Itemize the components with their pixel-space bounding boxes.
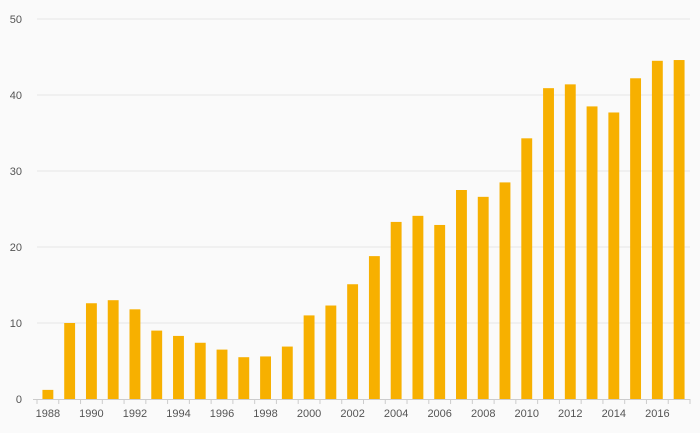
- bar-1997: [238, 357, 250, 399]
- bar-2012: [564, 84, 576, 400]
- y-tick-label: 30: [10, 166, 22, 178]
- x-tick-label: 2016: [645, 408, 669, 420]
- x-tick-label: 1990: [79, 408, 103, 420]
- x-axis-labels: 1988 1990 1992 1994 1996 1998 2000 2002 2004 2006…: [36, 408, 670, 420]
- bar-2000: [303, 315, 315, 399]
- y-tick-label: 20: [10, 242, 22, 254]
- x-tick-label: 2002: [340, 408, 364, 420]
- bar-2007: [456, 190, 467, 399]
- x-tick-label: 1994: [166, 408, 190, 420]
- bar-2001: [325, 305, 337, 399]
- y-tick-label: 0: [16, 394, 22, 406]
- bar-1989: [64, 323, 76, 399]
- y-tick-label: 40: [10, 90, 22, 102]
- bar-2002: [347, 284, 359, 399]
- bar-1998: [260, 356, 271, 399]
- x-tick-label: 1988: [36, 408, 60, 420]
- y-tick-label: 50: [10, 14, 22, 26]
- bar-1996: [216, 349, 228, 399]
- bar-2010: [521, 138, 533, 399]
- x-tick-label: 2000: [297, 408, 321, 420]
- x-tick-label: 2008: [471, 408, 495, 420]
- bar-1990: [85, 303, 97, 399]
- bar-2013: [586, 106, 598, 400]
- bar-1991: [107, 300, 119, 399]
- bar-1992: [129, 309, 141, 399]
- x-tick-label: 2004: [384, 408, 408, 420]
- y-axis-labels: 0 10 20 30 40 50: [10, 14, 22, 406]
- bar-2014: [608, 112, 620, 399]
- bar-2004: [390, 221, 402, 399]
- x-tick-label: 2006: [427, 408, 451, 420]
- bar-2011: [543, 88, 554, 399]
- bar-2015: [630, 78, 642, 399]
- bar-2016: [651, 60, 663, 400]
- bar-1988: [42, 389, 54, 399]
- x-tick-label: 2014: [602, 408, 626, 420]
- x-tick-label: 1992: [123, 408, 147, 420]
- bar-2005: [412, 215, 424, 399]
- x-tick-label: 2012: [558, 408, 582, 420]
- x-axis: [33, 399, 691, 404]
- bar-2003: [368, 256, 380, 399]
- x-tick-label: 1998: [253, 408, 277, 420]
- bar-2006: [434, 224, 446, 399]
- bar-2008: [477, 196, 489, 399]
- bar-1995: [194, 342, 206, 399]
- x-tick-label: 2010: [515, 408, 539, 420]
- gridlines: [37, 18, 690, 324]
- bars: [42, 60, 685, 400]
- bar-2009: [499, 182, 511, 399]
- y-tick-label: 10: [10, 318, 22, 330]
- bar-2017: [673, 60, 685, 399]
- x-tick-label: 1996: [210, 408, 234, 420]
- bar-1993: [151, 330, 163, 399]
- bar-1994: [173, 335, 184, 399]
- bar-1999: [281, 346, 293, 399]
